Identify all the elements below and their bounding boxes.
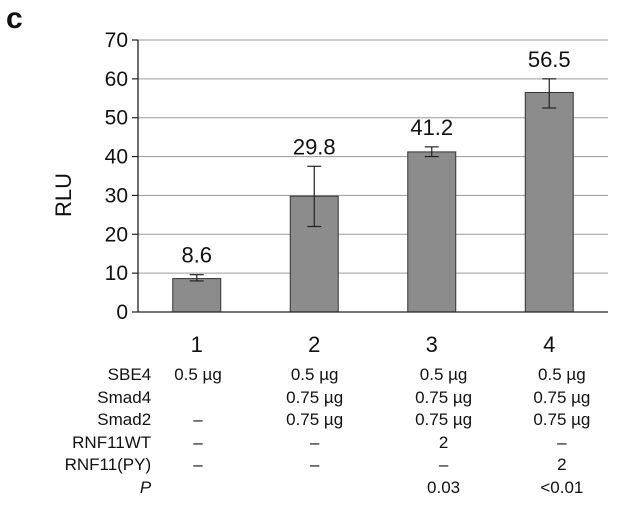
condition-cell: 0.75 µg xyxy=(286,410,344,430)
y-tick-label: 60 xyxy=(105,68,128,91)
condition-label: RNF11(PY) xyxy=(64,455,152,475)
condition-cell: 0.75 µg xyxy=(415,387,473,407)
x-tick-label: 3 xyxy=(426,332,438,357)
y-tick-label: 40 xyxy=(105,146,128,169)
panel-label: c xyxy=(6,2,23,35)
condition-cell: 0.75 µg xyxy=(533,410,591,430)
condition-cell: 0.75 µg xyxy=(533,387,591,407)
condition-row: RNF11(PY) – – – 2 xyxy=(0,454,621,477)
condition-row: RNF11WT – – 2 – xyxy=(0,432,621,455)
condition-cell: – xyxy=(193,410,203,430)
condition-label: P xyxy=(139,477,152,497)
bar xyxy=(172,278,222,313)
condition-cell: 0.75 µg xyxy=(286,387,344,407)
labels: 0 10 20 30 40 50 60 70 8.6 1 29.8 2 41.2 3 56.5 4 xyxy=(105,29,571,357)
y-tick-label: 20 xyxy=(105,223,128,246)
condition-cell: 0.5 µg xyxy=(419,365,468,385)
condition-cell xyxy=(245,477,385,500)
data-label: 41.2 xyxy=(410,115,453,140)
error-bars xyxy=(189,78,557,282)
condition-cell: 0.5 µg xyxy=(174,365,222,385)
condition-row: P 0.03 <0.01 xyxy=(0,477,621,500)
condition-cell: – xyxy=(193,455,203,475)
condition-cell: – xyxy=(193,432,203,452)
x-tick-label: 1 xyxy=(191,332,203,357)
condition-cell: 0.03 xyxy=(427,477,461,497)
condition-row: Smad4 0.75 µg 0.75 µg 0.75 µg xyxy=(0,387,621,410)
condition-cell: <0.01 xyxy=(540,477,584,497)
condition-label: Smad4 xyxy=(97,387,152,407)
y-tick-label: 0 xyxy=(116,301,128,324)
bar xyxy=(407,151,457,313)
condition-label: SBE4 xyxy=(107,365,152,385)
condition-label: Smad2 xyxy=(97,410,152,430)
condition-cell xyxy=(151,387,245,410)
condition-cell: 2 xyxy=(438,432,449,452)
condition-cell: 0.75 µg xyxy=(415,410,473,430)
condition-label: RNF11WT xyxy=(72,432,152,452)
condition-cell: – xyxy=(438,455,449,475)
condition-row: Smad2 – 0.75 µg 0.75 µg 0.75 µg xyxy=(0,409,621,432)
axes xyxy=(132,39,608,313)
x-tick-label: 4 xyxy=(543,332,555,357)
condition-cell: 0.5 µg xyxy=(538,365,586,385)
condition-cell: – xyxy=(309,455,320,475)
data-label: 29.8 xyxy=(293,134,336,159)
bars xyxy=(172,91,574,313)
condition-row: SBE4 0.5 µg 0.5 µg 0.5 µg 0.5 µg xyxy=(0,364,621,387)
data-label: 8.6 xyxy=(181,243,212,268)
condition-cell: 2 xyxy=(557,455,567,475)
x-tick-label: 2 xyxy=(308,332,320,357)
condition-cell: 0.5 µg xyxy=(290,365,339,385)
data-label: 56.5 xyxy=(528,47,571,72)
condition-cell: – xyxy=(557,432,567,452)
condition-cell: – xyxy=(309,432,320,452)
y-tick-label: 70 xyxy=(105,29,128,52)
y-tick-label: 30 xyxy=(105,184,128,207)
conditions-table: SBE4 0.5 µg 0.5 µg 0.5 µg 0.5 µg Smad4 0.75 µg… xyxy=(0,364,621,499)
condition-cell xyxy=(151,477,245,500)
y-tick-label: 10 xyxy=(105,262,128,285)
y-tick-label: 50 xyxy=(105,107,128,130)
bar-chart: 0 10 20 30 40 50 60 70 8.6 1 29.8 2 41.2 3 56.5 4 xyxy=(105,29,608,357)
bar xyxy=(524,91,574,313)
